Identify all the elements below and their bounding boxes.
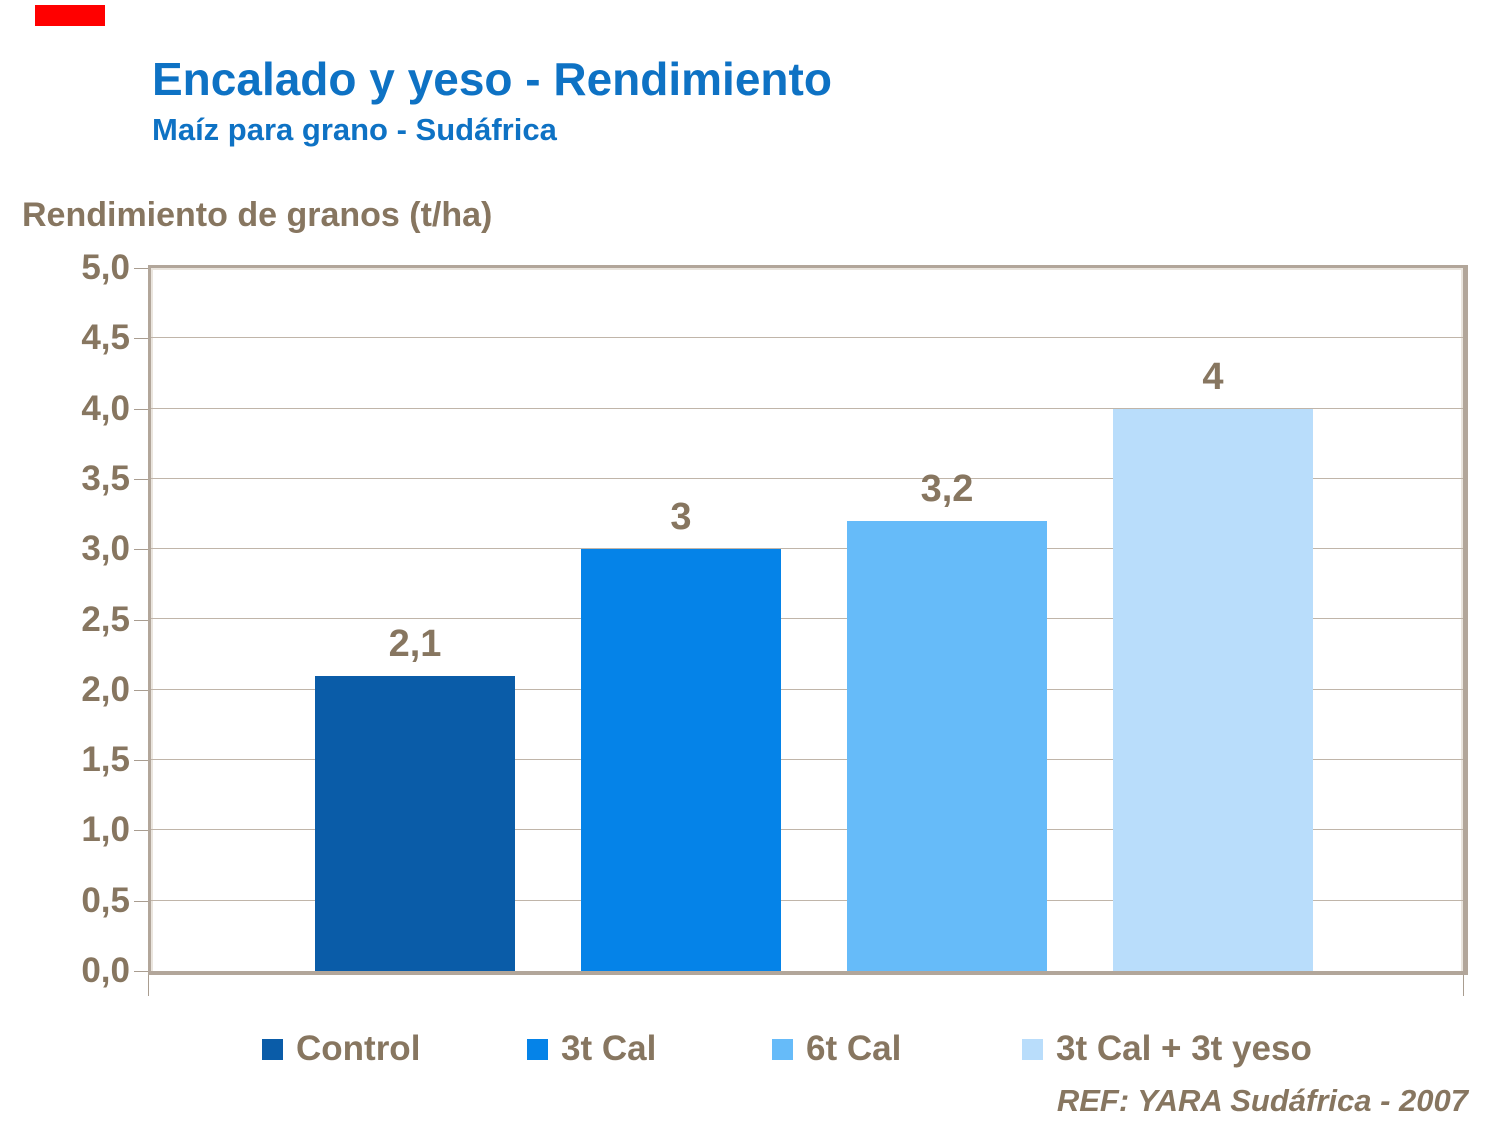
y-tick-mark [134, 409, 151, 410]
slide-subtitle: Maíz para grano - Sudáfrica [152, 112, 557, 147]
gridline [151, 408, 1463, 409]
y-tick-label: 3,0 [81, 529, 130, 568]
gridline [151, 829, 1463, 830]
y-tick-mark [134, 268, 151, 269]
y-tick-mark [134, 620, 151, 621]
red-accent-bar [35, 5, 105, 26]
legend-label: 3t Cal + 3t yeso [1056, 1029, 1312, 1068]
gridline [151, 759, 1463, 760]
plot-area: 2,1 3 3,2 4 [148, 265, 1468, 975]
y-tick-label: 2,5 [81, 600, 130, 639]
y-tick-mark [134, 338, 151, 339]
y-tick-label: 4,5 [81, 318, 130, 357]
bar-value-label: 2,1 [388, 623, 442, 665]
bar-4 [1113, 409, 1313, 971]
gridline [151, 689, 1463, 690]
bar-value-label: 3 [670, 496, 692, 538]
reference-text: REF: YARA Sudáfrica - 2007 [1056, 1083, 1468, 1118]
gridline [151, 337, 1463, 338]
bar-value-label: 4 [1202, 356, 1224, 398]
y-tick-label: 3,5 [81, 459, 130, 498]
y-tick-label: 4,0 [81, 389, 130, 428]
legend-swatch-icon [527, 1038, 548, 1060]
legend-swatch-icon [262, 1038, 283, 1060]
legend-swatch-icon [1022, 1038, 1043, 1060]
y-tick-mark [134, 830, 151, 831]
legend-item-3: 6t Cal [772, 1026, 901, 1072]
y-tick-mark [134, 690, 151, 691]
gridline [151, 618, 1463, 619]
gridline [151, 900, 1463, 901]
y-axis-title: Rendimiento de granos (t/ha) [22, 196, 493, 234]
y-tick-label: 0,0 [81, 951, 130, 990]
legend-swatch-icon [772, 1038, 793, 1060]
y-tick-label: 2,0 [81, 670, 130, 709]
y-tick-label: 5,0 [81, 248, 130, 287]
bar-value-label: 3,2 [920, 468, 974, 510]
chart-legend: Control 3t Cal 6t Cal 3t Cal + 3t yeso [0, 1026, 1500, 1072]
legend-label: 3t Cal [561, 1029, 657, 1068]
legend-item-1: Control [262, 1026, 420, 1072]
slide-title: Encalado y yeso - Rendimiento [152, 53, 832, 105]
legend-label: Control [296, 1029, 421, 1068]
y-tick-mark [134, 760, 151, 761]
bar-3 [847, 521, 1047, 971]
bar-1 [315, 676, 515, 971]
x-tick-mark [1463, 973, 1464, 996]
legend-label: 6t Cal [806, 1029, 902, 1068]
y-tick-mark [134, 971, 151, 972]
y-tick-label: 0,5 [81, 881, 130, 920]
y-tick-label: 1,0 [81, 810, 130, 849]
y-tick-mark [134, 901, 151, 902]
y-tick-mark [134, 479, 151, 480]
bar-2 [581, 549, 781, 971]
gridline [151, 548, 1463, 549]
x-tick-mark [148, 973, 149, 996]
y-tick-mark [134, 549, 151, 550]
legend-item-4: 3t Cal + 3t yeso [1022, 1026, 1312, 1072]
gridline [151, 478, 1463, 479]
y-tick-label: 1,5 [81, 740, 130, 779]
legend-item-2: 3t Cal [527, 1026, 656, 1072]
